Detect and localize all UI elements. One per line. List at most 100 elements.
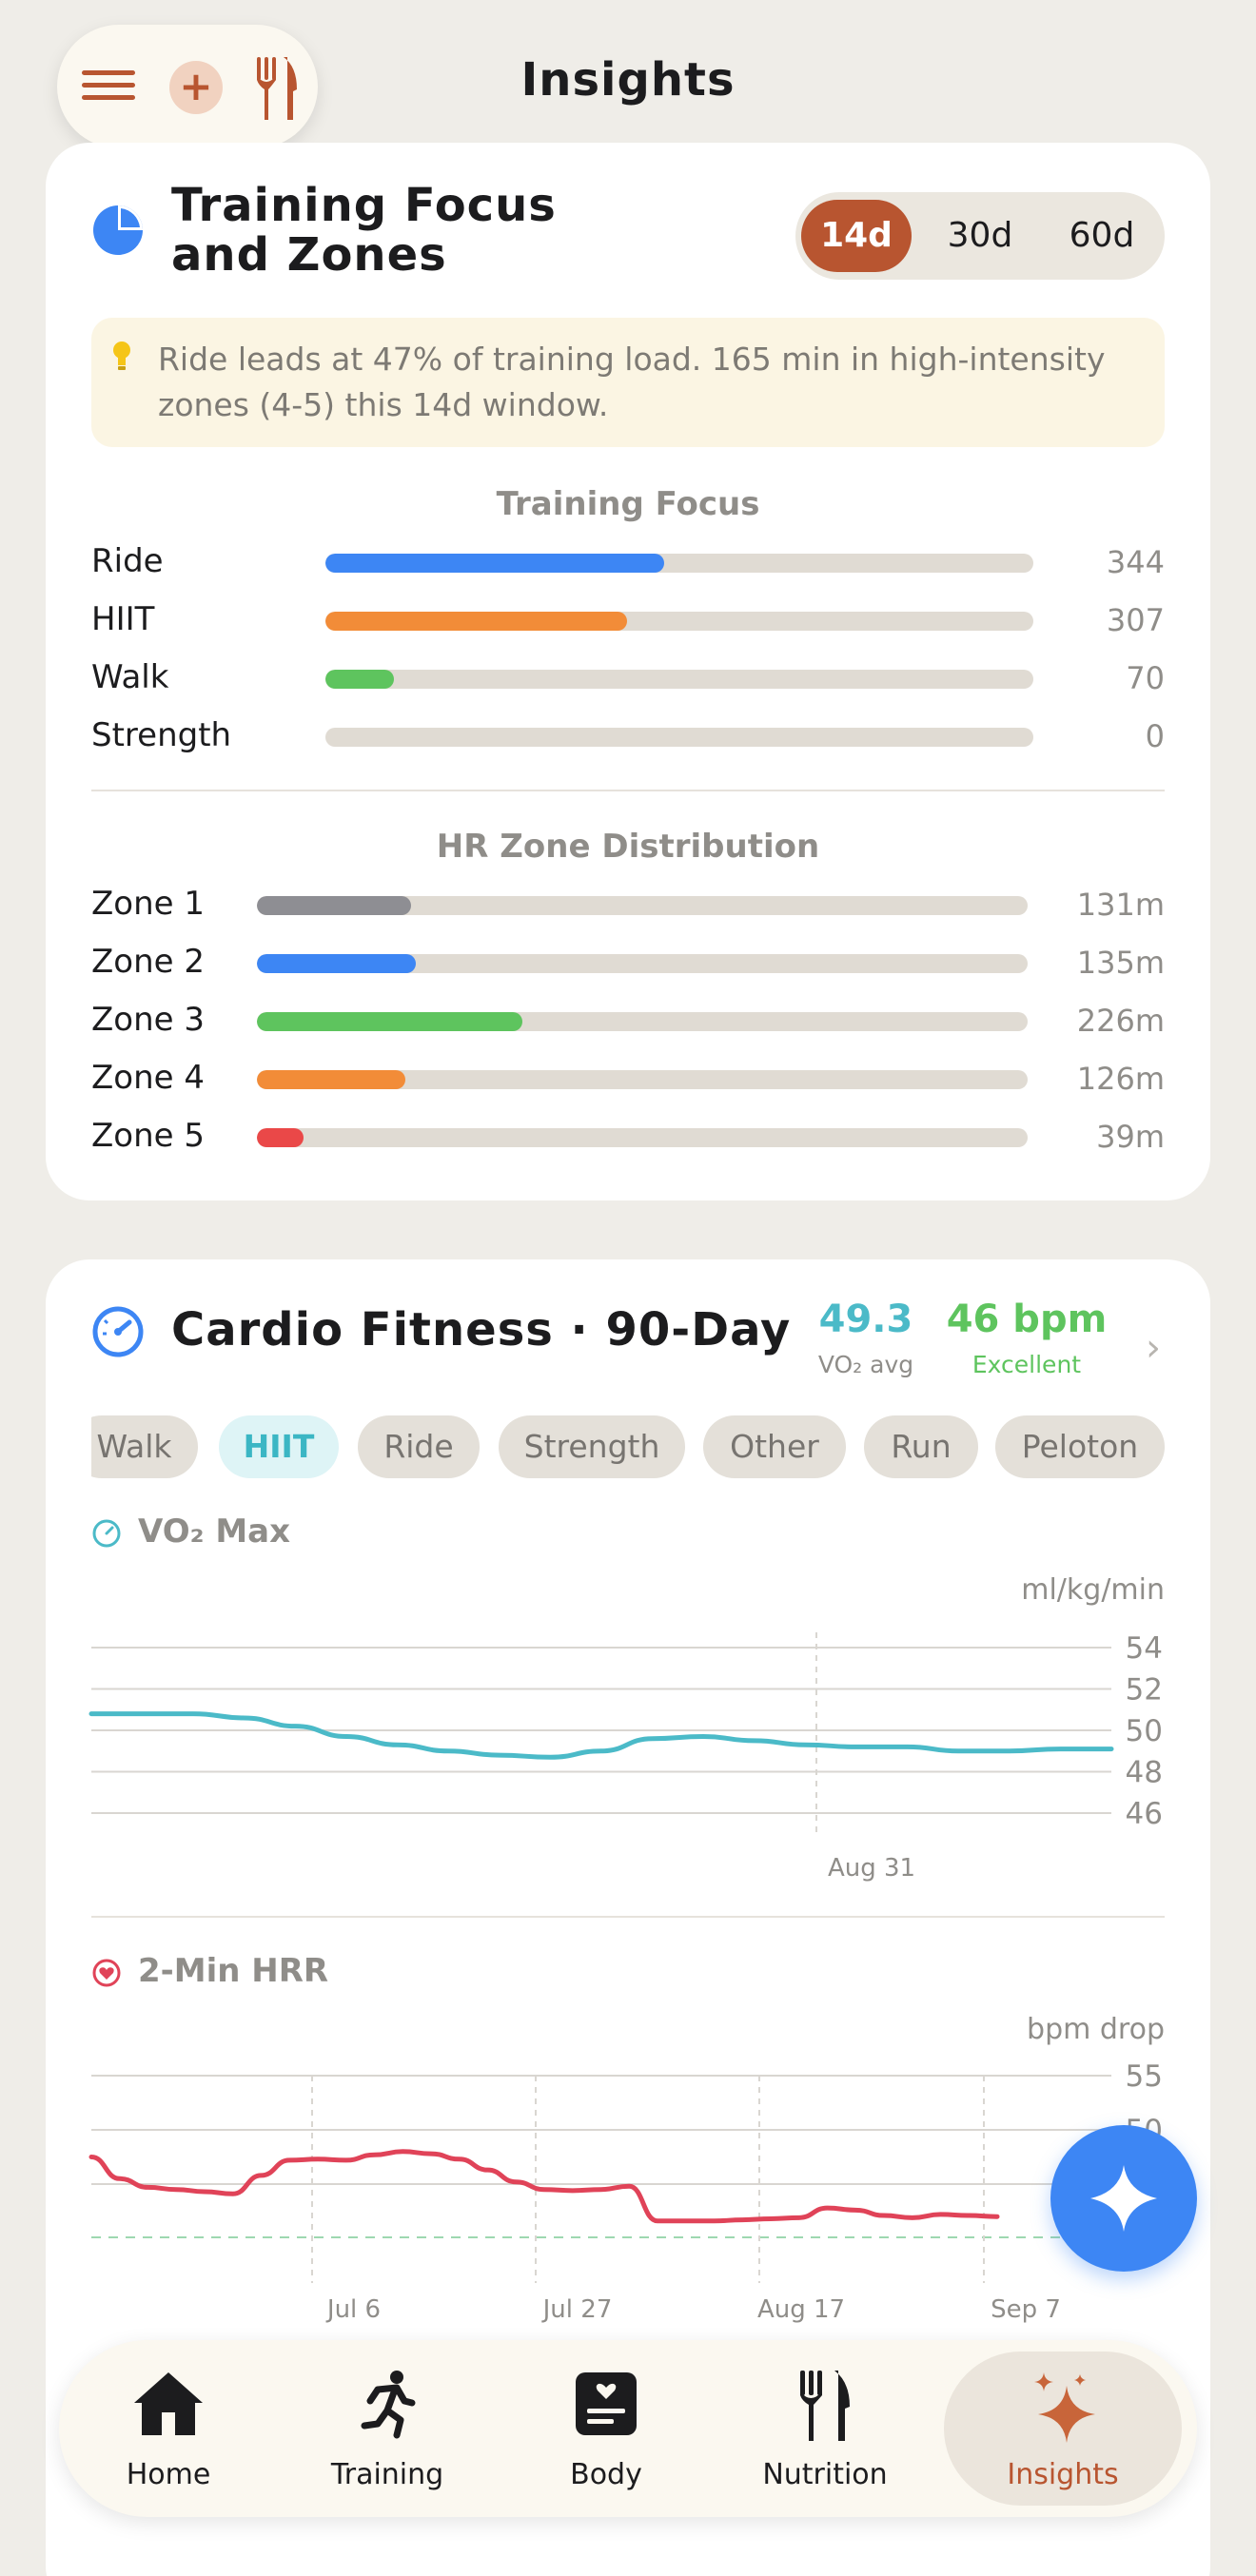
chip-hiit[interactable]: HIIT [219,1415,339,1478]
zone-bar-fill-zone-4 [257,1070,406,1089]
chip-run[interactable]: Run [864,1415,978,1478]
vo2-y-tick: 54 [1126,1631,1163,1666]
focus-bar-track [325,728,1033,747]
tab-training[interactable]: Training [278,2340,497,2517]
tab-nutrition[interactable]: Nutrition [716,2340,934,2517]
focus-value-strength: 0 [1145,718,1165,754]
sparkles-icon [1034,2372,1095,2443]
vo2-y-tick: 52 [1126,1673,1163,1708]
zone-bar-track [257,896,1028,915]
zone-value-zone-1: 131m [1076,887,1165,923]
hrr-x-tick: Sep 7 [991,2295,1061,2324]
hrr-x-tick: Jul 27 [541,2295,613,2324]
add-icon[interactable]: + [169,61,223,114]
training-focus-title: Training Focus and Zones [171,179,557,282]
pie-chart-icon [93,205,143,255]
cardio-fitness-title: Cardio Fitness · 90-Day [171,1303,792,1356]
zone-value-zone-5: 39m [1096,1119,1165,1155]
focus-bar-track [325,554,1033,573]
gauge-icon [92,1306,144,1357]
chip-walk[interactable]: Walk [91,1415,198,1478]
insight-tip: Ride leads at 47% of training load. 165 … [91,318,1165,447]
house-icon [134,2372,203,2435]
chip-strength[interactable]: Strength [499,1415,685,1478]
zone-bar-fill-zone-3 [257,1012,523,1031]
vo2-gauge-icon [92,1519,121,1548]
focus-bar-fill-hiit [325,612,627,631]
focus-value-hiit: 307 [1106,602,1165,638]
zone-bar-fill-zone-5 [257,1128,304,1147]
vo2-line-series [88,1711,1114,1760]
ai-assistant-button[interactable] [1050,2125,1197,2272]
focus-label-strength: Strength [91,716,232,754]
vo2-avg-caption: VO₂ avg [817,1351,914,1378]
focus-bar-track [325,612,1033,631]
chip-peloton[interactable]: Peloton [995,1415,1165,1478]
training-focus-heading: Training Focus [496,485,760,523]
zone-label-zone-5: Zone 5 [91,1117,205,1155]
focus-label-hiit: HIIT [91,600,155,638]
hrr-unit-label: bpm drop [1027,2013,1165,2046]
period-selector: 14d 30d 60d [795,192,1165,280]
focus-bar-fill-walk [325,670,395,689]
section-divider [91,790,1165,791]
fork-knife-icon [800,2371,850,2441]
running-icon [361,2371,416,2439]
activity-filter-chips: Walk HIIT Ride Strength Other Run Peloto… [91,1415,1165,1480]
sparkle-icon [1090,2165,1157,2232]
tab-home[interactable]: Home [59,2340,278,2517]
zone-label-zone-3: Zone 3 [91,1001,205,1039]
period-14d-button[interactable]: 14d [801,200,912,272]
fork-knife-icon[interactable] [255,55,299,122]
chevron-right-icon[interactable]: › [1146,1326,1161,1370]
vo2-y-tick: 46 [1126,1797,1163,1831]
focus-value-walk: 70 [1126,660,1165,696]
chart-divider [91,1916,1165,1918]
focus-bar-track [325,670,1033,689]
zone-label-zone-2: Zone 2 [91,943,205,981]
vo2-unit-label: ml/kg/min [1021,1573,1165,1607]
hrr-rating-caption: Excellent [971,1351,1082,1378]
focus-label-walk: Walk [91,658,169,696]
bottom-tab-bar: Home Training Body Nutrition [59,2340,1197,2517]
vo2-y-tick: 50 [1126,1714,1163,1748]
zone-value-zone-2: 135m [1076,945,1165,981]
vo2-avg-value: 49.3 [818,1298,913,1341]
zone-bar-track [257,954,1028,973]
tab-insights[interactable]: Insights [953,2340,1172,2517]
zone-value-zone-3: 226m [1076,1003,1165,1039]
zone-value-zone-4: 126m [1076,1061,1165,1097]
hrr-x-tick: Aug 17 [757,2295,845,2324]
chip-other[interactable]: Other [703,1415,846,1478]
body-icon [576,2372,637,2435]
tab-body[interactable]: Body [497,2340,716,2517]
focus-value-ride: 344 [1106,544,1165,580]
zone-bar-fill-zone-2 [257,954,416,973]
tip-text: Ride leads at 47% of training load. 165 … [158,341,1106,423]
hrr-x-tick: Jul 6 [325,2295,381,2324]
hr-zone-heading: HR Zone Distribution [436,828,820,866]
zone-label-zone-1: Zone 1 [91,885,205,923]
hrr-line-series [88,2149,1000,2224]
zone-bar-fill-zone-1 [257,896,411,915]
lightbulb-icon [113,342,130,370]
heart-icon [92,1959,121,1987]
top-bar: + Insights [0,0,1256,162]
hrr-chart-title: 2-Min HRR [138,1952,329,1990]
chip-ride[interactable]: Ride [358,1415,480,1478]
period-60d-button[interactable]: 60d [1069,216,1135,255]
vo2-max-chart: 54 52 50 48 46 Aug 31 [88,1631,1163,1883]
period-30d-button[interactable]: 30d [947,216,1013,255]
vo2-chart-title: VO₂ Max [138,1512,291,1551]
page-title: Insights [520,53,736,107]
hrr-y-tick: 55 [1126,2059,1163,2094]
hamburger-menu-icon[interactable] [82,67,135,105]
vo2-x-tick: Aug 31 [828,1854,915,1883]
zone-bar-track [257,1070,1028,1089]
zone-bar-track [257,1128,1028,1147]
zone-bar-track [257,1012,1028,1031]
zone-label-zone-4: Zone 4 [91,1059,205,1097]
focus-label-ride: Ride [91,542,164,580]
focus-bar-fill-ride [325,554,664,573]
